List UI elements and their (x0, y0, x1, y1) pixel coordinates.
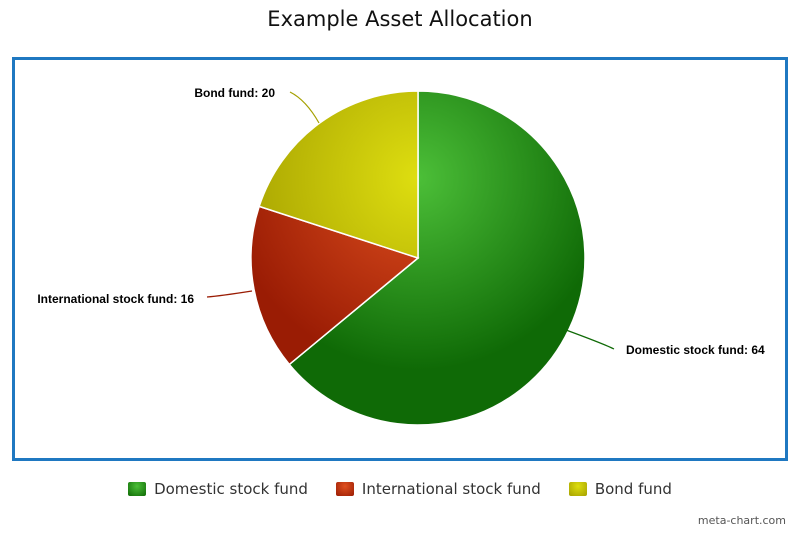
data-label-bond-fund: Bond fund: 20 (194, 86, 275, 100)
credit-text: meta-chart.com (697, 514, 786, 527)
pie-slice-international-stock-fund[interactable] (250, 205, 420, 366)
leader-lines (206, 91, 615, 350)
leader-line-international-stock-fund (206, 290, 253, 298)
legend-swatch-international (335, 482, 354, 496)
legend-item-bond-fund[interactable]: Bond fund (568, 480, 672, 498)
plot-area-frame (12, 57, 788, 461)
leader-line-domestic-stock-fund (565, 329, 615, 350)
legend-item-international-stock-fund[interactable]: International stock fund (335, 480, 541, 498)
legend-label: Bond fund (594, 480, 672, 498)
legend-label: International stock fund (361, 480, 541, 498)
data-label-international-stock-fund: International stock fund: 16 (37, 292, 194, 306)
legend-item-domestic-stock-fund[interactable]: Domestic stock fund (128, 480, 308, 498)
data-label-domestic-stock-fund: Domestic stock fund: 64 (626, 343, 765, 357)
pie-slices (250, 90, 586, 426)
leader-line-bond-fund (289, 91, 320, 124)
chart-title: Example Asset Allocation (267, 7, 533, 31)
pie-slice-bond-fund[interactable] (258, 90, 419, 260)
legend-swatch-domestic (128, 482, 147, 496)
pie-slice-domestic-stock-fund[interactable] (288, 90, 586, 426)
legend: Domestic stock fund International stock … (0, 480, 800, 498)
legend-swatch-bond (568, 482, 587, 496)
data-labels: Domestic stock fund: 64 International sto… (37, 86, 765, 357)
legend-label: Domestic stock fund (154, 480, 308, 498)
